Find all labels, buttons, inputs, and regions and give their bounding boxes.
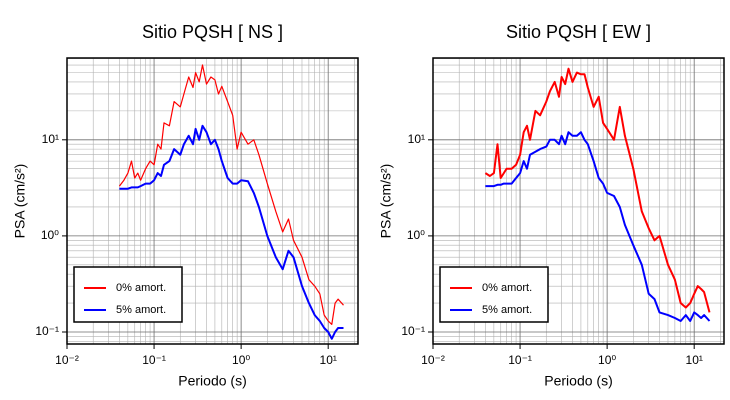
data-line (119, 124, 344, 340)
legend-label: 5% amort. (116, 304, 166, 316)
legend-label: 0% amort. (116, 282, 166, 294)
x-tick-label: 10⁻¹ (508, 353, 532, 367)
legend-label: 5% amort. (482, 304, 532, 316)
data-line (484, 67, 711, 313)
y-axis-label: PSA (cm/s²) (378, 164, 394, 239)
x-axis-label: Periodo (s) (178, 373, 246, 389)
legend-box (439, 266, 549, 323)
plot-frame (432, 57, 725, 345)
y-tick-label: 10⁻¹ (401, 324, 425, 338)
x-tick-label: 10⁻¹ (142, 353, 166, 367)
legend-box (73, 266, 183, 323)
legend-label: 0% amort. (482, 282, 532, 294)
x-axis-label: Periodo (s) (544, 373, 612, 389)
data-line (118, 64, 344, 325)
chart-title: Sitio PQSH [ EW ] (506, 22, 651, 42)
x-tick-label: 10¹ (320, 353, 337, 367)
y-tick-label: 10⁻¹ (35, 324, 59, 338)
x-tick-label: 10⁰ (232, 353, 250, 367)
y-axis-label: PSA (cm/s²) (12, 164, 28, 239)
data-line (485, 131, 711, 322)
subplot: 10⁻² 10⁻¹ 10⁰ 10¹ 10⁻¹ 10⁰ 10¹ Sitio PQSH [ NS … (12, 22, 359, 389)
y-tick-label: 10⁰ (41, 228, 59, 242)
chart-title: Sitio PQSH [ NS ] (142, 22, 283, 42)
x-tick-label: 10⁻² (421, 353, 445, 367)
plot-frame (66, 57, 359, 345)
y-tick-label: 10¹ (408, 132, 425, 146)
x-tick-label: 10⁻² (55, 353, 79, 367)
subplot: 10⁻² 10⁻¹ 10⁰ 10¹ 10⁻¹ 10⁰ 10¹ Sitio PQSH [ EW … (378, 22, 725, 389)
y-tick-label: 10⁰ (407, 228, 425, 242)
x-tick-label: 10⁰ (598, 353, 616, 367)
y-tick-label: 10¹ (42, 132, 59, 146)
x-tick-label: 10¹ (686, 353, 703, 367)
